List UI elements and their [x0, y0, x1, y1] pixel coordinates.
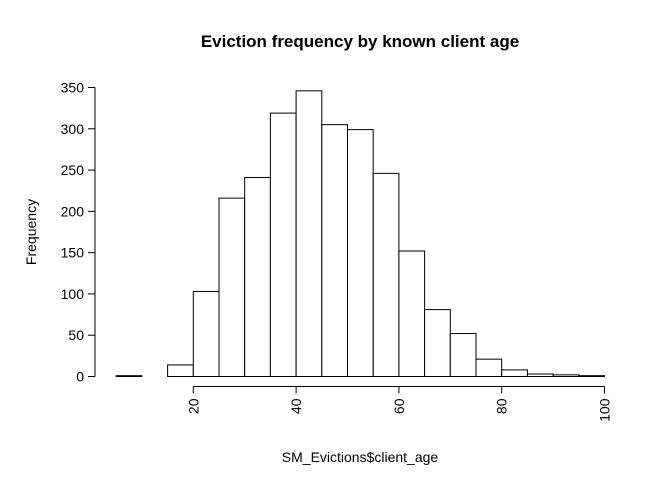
histogram-bar: [295, 90, 323, 377]
x-axis: 20 40 60 80 100: [185, 386, 613, 422]
histogram-bar: [218, 197, 246, 377]
histogram-bar: [167, 364, 194, 377]
bars-group: [115, 90, 605, 378]
chart-title: Eviction frequency by known client age: [201, 32, 519, 51]
histogram-bar: [347, 129, 374, 377]
histogram-bar: [449, 333, 477, 377]
y-axis-label: Frequency: [23, 199, 39, 265]
y-axis: 0 50 100 150 200 250 300 350: [61, 80, 96, 385]
histogram-bar: [372, 172, 400, 377]
x-tick-label: 100: [597, 398, 613, 422]
histogram-bar: [424, 309, 451, 377]
y-tick-label: 150: [61, 245, 85, 261]
x-axis-label: SM_Evictions$client_age: [282, 449, 439, 465]
x-tick-label: 40: [288, 398, 304, 414]
y-tick-label: 200: [61, 203, 85, 219]
y-tick-label: 0: [76, 369, 84, 385]
histogram-bar: [269, 112, 297, 377]
histogram-bar: [244, 177, 271, 377]
y-tick-label: 250: [61, 162, 85, 178]
histogram-bar: [475, 358, 503, 378]
histogram-bar: [192, 290, 220, 378]
histogram-bar: [115, 375, 143, 377]
y-tick-label: 100: [61, 286, 85, 302]
histogram-bar: [501, 369, 528, 378]
histogram-bar: [578, 375, 605, 377]
x-tick-label: 20: [185, 398, 201, 414]
y-tick-label: 50: [68, 327, 84, 343]
histogram-bar: [398, 250, 426, 378]
x-tick-label: 60: [391, 398, 407, 414]
histogram-bar: [526, 373, 554, 377]
y-tick-label: 350: [61, 80, 85, 96]
histogram-bar: [552, 374, 580, 378]
x-tick-label: 80: [494, 398, 510, 414]
y-tick-label: 300: [61, 121, 85, 137]
histogram-bar: [321, 124, 348, 377]
